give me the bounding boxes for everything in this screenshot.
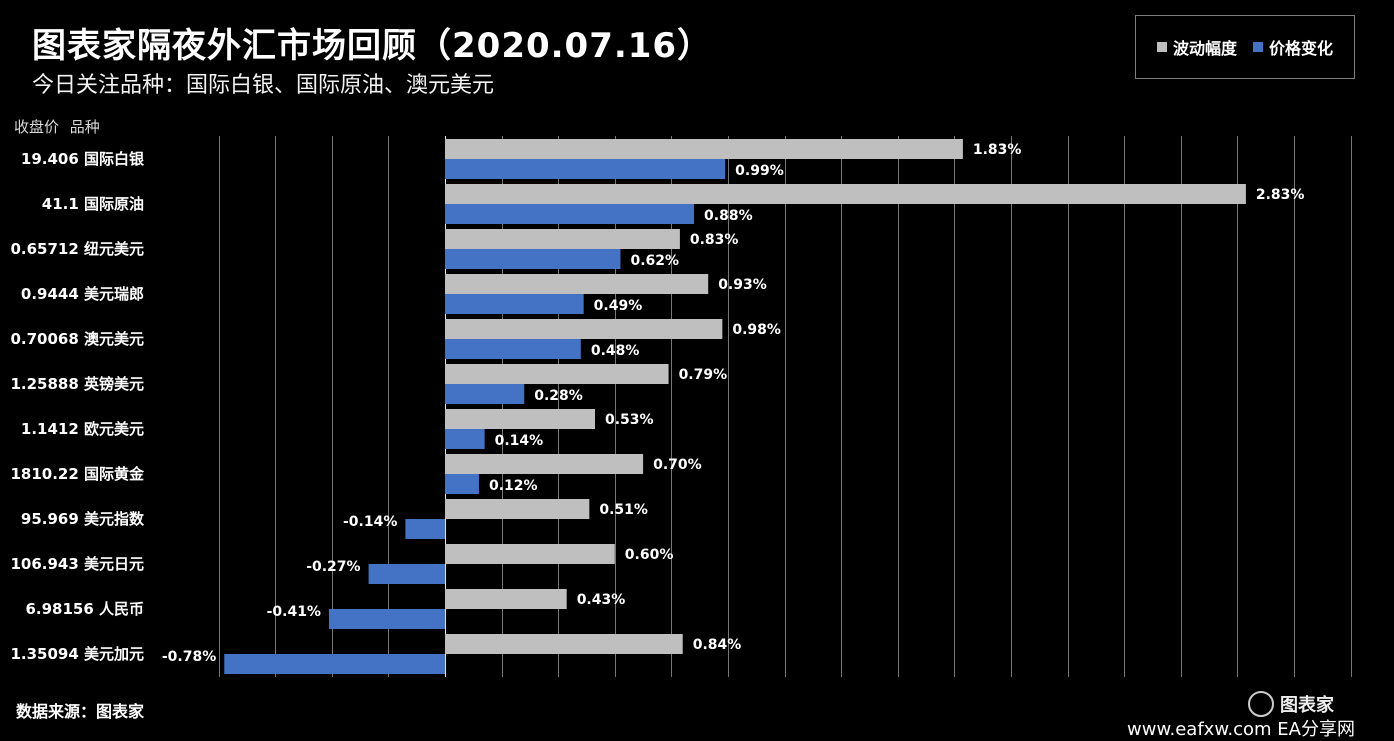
bar-price-change [445,429,485,449]
legend: 波动幅度 价格变化 [1135,15,1355,79]
bar-volatility [445,364,669,384]
row-label: 1.25888 英镑美元 [10,375,144,393]
data-label-volatility: 0.60% [625,547,674,563]
data-label-volatility: 0.43% [577,592,626,608]
watermark-brand: EA分享网 [1277,719,1355,740]
data-label-price-change: -0.78% [162,649,216,665]
bar-price-change [224,654,445,674]
bar-volatility [445,499,590,519]
data-label-price-change: 0.28% [534,388,583,404]
bar-volatility [445,634,683,654]
bar-volatility [445,409,595,429]
data-label-price-change: -0.27% [306,559,360,575]
watermark-site: www.eafxw.com EA分享网 [1127,715,1355,741]
data-label-price-change: 0.62% [630,253,679,269]
chart-title: 图表家隔夜外汇市场回顾（2020.07.16） [32,26,713,66]
row-label: 0.9444 美元瑞郎 [21,285,144,303]
bar-price-change [445,474,479,494]
column-header-instrument: 品种 [69,118,100,136]
watermark-logo-text: 图表家 [1280,695,1334,716]
bar-volatility [445,454,644,474]
data-label-price-change: 0.49% [594,298,643,314]
row-label: 41.1 国际原油 [42,195,144,213]
legend-swatch-price-change [1253,42,1263,52]
legend-label-volatility: 波动幅度 [1172,39,1237,58]
data-label-volatility: 0.84% [693,637,742,653]
row-label: 19.406 国际白银 [21,150,145,168]
data-label-price-change: 0.88% [704,208,753,224]
data-label-volatility: 0.51% [599,502,648,518]
bar-price-change [445,159,726,179]
bar-volatility [445,139,963,159]
bar-price-change [328,609,445,629]
data-label-price-change: 0.99% [735,163,784,179]
legend-item-price-change: 价格变化 [1253,35,1333,59]
watermark-logo-icon [1248,691,1274,717]
column-headers: 收盘价 品种 [14,116,106,137]
data-label-volatility: 0.70% [653,457,702,473]
legend-item-volatility: 波动幅度 [1156,35,1237,59]
row-label: 95.969 美元指数 [21,510,145,528]
bar-volatility [445,319,723,339]
row-label: 0.65712 纽元美元 [10,240,144,258]
legend-label-price-change: 价格变化 [1269,39,1334,58]
bar-price-change [445,249,621,269]
data-label-volatility: 0.79% [679,367,728,383]
data-label-volatility: 0.98% [732,322,781,338]
data-label-volatility: 0.93% [718,277,767,293]
bar-volatility [445,229,680,249]
row-label: 6.98156 人民币 [25,600,144,618]
data-label-volatility: 1.83% [973,142,1022,158]
bar-volatility [445,274,709,294]
bar-price-change [445,339,581,359]
data-label-volatility: 0.53% [605,412,654,428]
data-label-price-change: 0.14% [495,433,544,449]
row-label: 106.943 美元日元 [10,555,144,573]
data-label-volatility: 0.83% [690,232,739,248]
row-label: 0.70068 澳元美元 [10,330,144,348]
legend-swatch-volatility [1156,42,1167,52]
bar-volatility [445,589,567,609]
data-label-price-change: 0.12% [489,478,538,494]
bar-price-change [445,204,695,224]
data-label-price-change: 0.48% [591,343,640,359]
watermark-logo: 图表家 [1248,690,1358,718]
bar-price-change [405,519,445,539]
bar-price-change [445,294,584,314]
bar-volatility [445,544,615,564]
row-label: 1.35094 美元加元 [10,645,144,663]
data-label-price-change: -0.41% [267,604,321,620]
data-source: 数据来源：图表家 [16,702,145,721]
column-header-price: 收盘价 [14,118,60,136]
row-label: 1810.22 国际黄金 [10,465,145,483]
row-label: 1.1412 欧元美元 [21,420,144,438]
chart-subtitle: 今日关注品种：国际白银、国际原油、澳元美元 [32,73,495,98]
data-label-price-change: -0.14% [343,514,397,530]
watermark-url: www.eafxw.com [1127,719,1272,740]
bar-price-change [445,384,525,404]
bar-price-change [368,564,445,584]
data-label-volatility: 2.83% [1256,187,1305,203]
bar-volatility [445,184,1246,204]
